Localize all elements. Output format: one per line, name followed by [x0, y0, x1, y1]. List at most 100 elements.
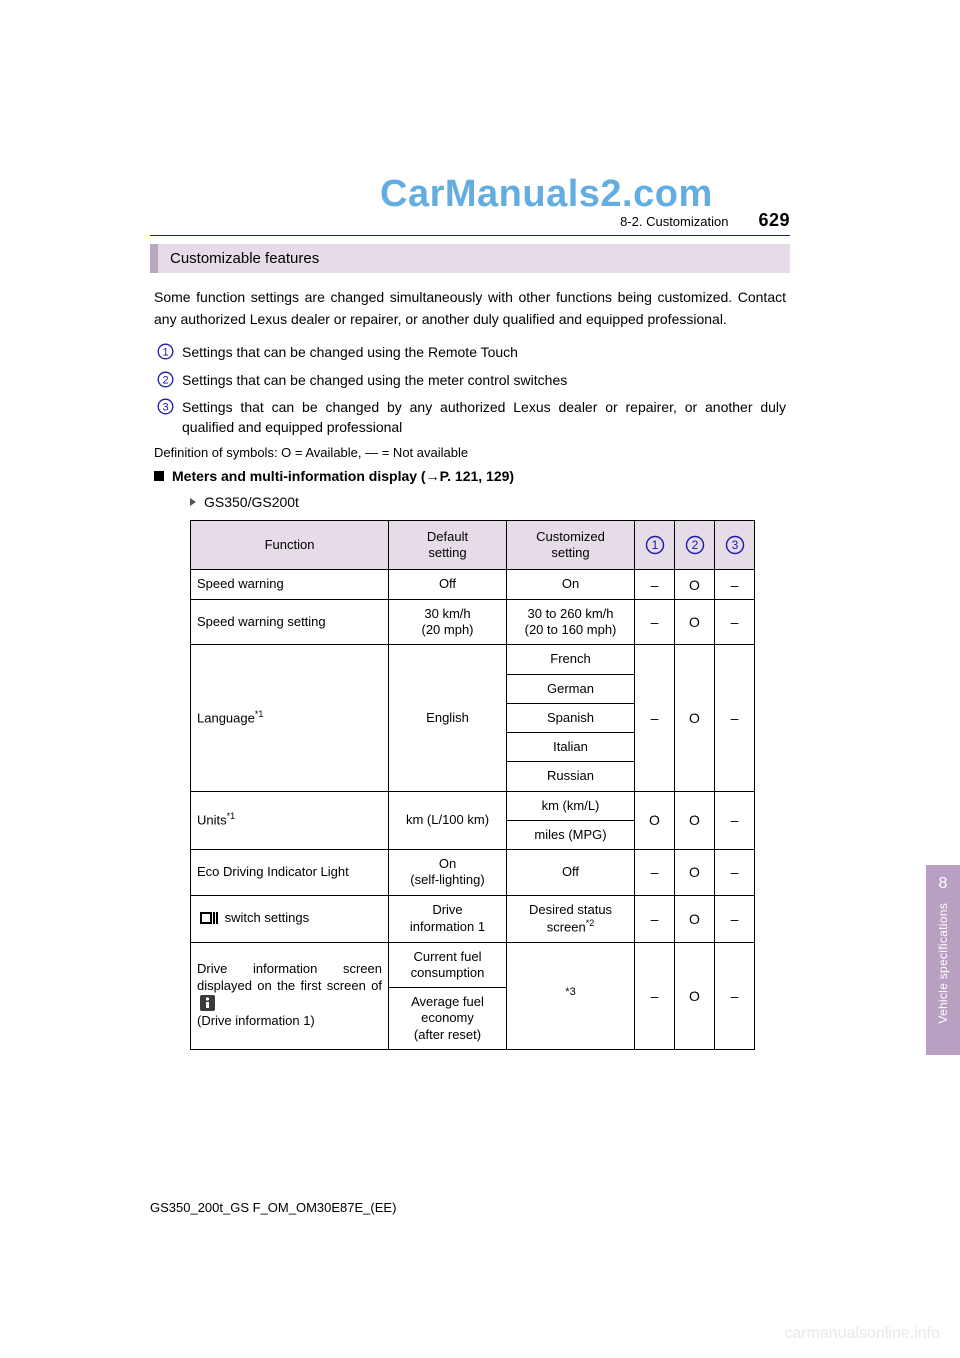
cell-default: Driveinformation 1 — [389, 895, 507, 942]
svg-text:2: 2 — [691, 538, 698, 552]
cell-c2: O — [675, 850, 715, 896]
intro-text: Some function settings are changed simul… — [154, 287, 786, 330]
svg-text:1: 1 — [651, 538, 658, 552]
legend-item-3: 3 Settings that can be changed by any au… — [154, 397, 786, 438]
cell-custom: Italian — [507, 733, 635, 762]
cell-custom: German — [507, 674, 635, 703]
square-bullet-icon — [154, 471, 164, 481]
model-line: GS350/GS200t — [190, 494, 790, 510]
table-row: Drive information screen displayed on th… — [191, 942, 755, 988]
cell-custom: Desired statusscreen*2 — [507, 895, 635, 942]
table-row: Speed warning setting 30 km/h(20 mph) 30… — [191, 599, 755, 645]
legend-list: 1 Settings that can be changed using the… — [154, 342, 786, 437]
legend-text-1: Settings that can be changed using the R… — [182, 342, 786, 362]
cell-c2: O — [675, 570, 715, 600]
cell-function: Eco Driving Indicator Light — [191, 850, 389, 896]
side-tab-chapter: 8 — [939, 875, 948, 893]
th-function: Function — [191, 520, 389, 570]
legend-item-1: 1 Settings that can be changed using the… — [154, 342, 786, 362]
cell-c3: – — [715, 942, 755, 1049]
svg-text:3: 3 — [731, 538, 738, 552]
cell-c3: – — [715, 570, 755, 600]
cell-function: Speed warning setting — [191, 599, 389, 645]
cell-default: Off — [389, 570, 507, 600]
cell-function: Units*1 — [191, 791, 389, 850]
settings-table: Function Defaultsetting Customizedsettin… — [190, 520, 755, 1050]
cell-c1: – — [635, 850, 675, 896]
th-col3-icon: 3 — [715, 520, 755, 570]
cell-default: English — [389, 645, 507, 791]
cell-c1: – — [635, 895, 675, 942]
cell-c3: – — [715, 599, 755, 645]
page-header: 8-2. Customization 629 — [150, 210, 790, 236]
cell-custom: *3 — [507, 942, 635, 1049]
model-label: GS350/GS200t — [204, 494, 299, 510]
circled-1-icon: 1 — [154, 343, 176, 360]
info-icon — [200, 995, 215, 1011]
circled-3-icon: 3 — [154, 398, 176, 415]
fn-pre: Drive information screen displayed on th… — [197, 961, 382, 993]
header-page-number: 629 — [758, 210, 790, 231]
cell-default: On(self-lighting) — [389, 850, 507, 896]
svg-text:2: 2 — [162, 374, 168, 386]
side-tab: 8 Vehicle specifications — [926, 865, 960, 1055]
cell-c1: – — [635, 942, 675, 1049]
triangle-bullet-icon — [190, 498, 196, 506]
footer-doc-id: GS350_200t_GS F_OM_OM30E87E_(EE) — [150, 1200, 396, 1215]
cell-custom: Spanish — [507, 703, 635, 732]
cell-c2: O — [675, 895, 715, 942]
cell-default: 30 km/h(20 mph) — [389, 599, 507, 645]
table-row: switch settings Driveinformation 1 Desir… — [191, 895, 755, 942]
cell-custom: 30 to 260 km/h(20 to 160 mph) — [507, 599, 635, 645]
table-row: Units*1 km (L/100 km) km (km/L) O O – — [191, 791, 755, 820]
subheading: Meters and multi-information display (→P… — [154, 468, 786, 484]
legend-item-2: 2 Settings that can be changed using the… — [154, 370, 786, 390]
watermark-bottom: carmanualsonline.info — [784, 1325, 940, 1343]
circled-2-icon: 2 — [154, 371, 176, 388]
table-row: Eco Driving Indicator Light On(self-ligh… — [191, 850, 755, 896]
cell-custom: Off — [507, 850, 635, 896]
cell-c2: O — [675, 645, 715, 791]
symbol-definition: Definition of symbols: O = Available, — … — [154, 445, 786, 460]
th-default: Defaultsetting — [389, 520, 507, 570]
subheading-ref: →P. 121, 129 — [426, 468, 510, 484]
cell-default: Average fueleconomy(after reset) — [389, 988, 507, 1050]
cell-c3: – — [715, 645, 755, 791]
subheading-prefix: Meters and multi-information display ( — [172, 468, 426, 484]
cell-c3: – — [715, 895, 755, 942]
cell-function: switch settings — [191, 895, 389, 942]
fn-post: (Drive information 1) — [197, 1013, 315, 1028]
cell-custom: Russian — [507, 762, 635, 791]
cell-c1: – — [635, 599, 675, 645]
cell-c2: O — [675, 599, 715, 645]
page-content: 8-2. Customization 629 Customizable feat… — [150, 210, 790, 1050]
cell-c2: O — [675, 791, 715, 850]
cell-custom: On — [507, 570, 635, 600]
cell-c2: O — [675, 942, 715, 1049]
svg-text:3: 3 — [162, 401, 168, 413]
cell-c1: – — [635, 645, 675, 791]
side-tab-label: Vehicle specifications — [936, 903, 950, 1024]
subheading-suffix: ) — [509, 468, 514, 484]
cell-c3: – — [715, 850, 755, 896]
cell-custom: km (km/L) — [507, 791, 635, 820]
header-section: 8-2. Customization — [620, 214, 728, 229]
cell-custom: miles (MPG) — [507, 820, 635, 849]
legend-text-3: Settings that can be changed by any auth… — [182, 397, 786, 438]
svg-text:1: 1 — [162, 347, 168, 359]
cell-c3: – — [715, 791, 755, 850]
table-row: Language*1 English French – O – — [191, 645, 755, 674]
table-row: Speed warning Off On – O – — [191, 570, 755, 600]
cell-c1: O — [635, 791, 675, 850]
cell-function: Language*1 — [191, 645, 389, 791]
cell-c1: – — [635, 570, 675, 600]
book-icon — [200, 911, 218, 925]
cell-function-text: switch settings — [221, 910, 309, 925]
th-col1-icon: 1 — [635, 520, 675, 570]
cell-custom: French — [507, 645, 635, 674]
legend-text-2: Settings that can be changed using the m… — [182, 370, 786, 390]
th-col2-icon: 2 — [675, 520, 715, 570]
section-title: Customizable features — [150, 244, 790, 273]
cell-default: km (L/100 km) — [389, 791, 507, 850]
th-custom: Customizedsetting — [507, 520, 635, 570]
